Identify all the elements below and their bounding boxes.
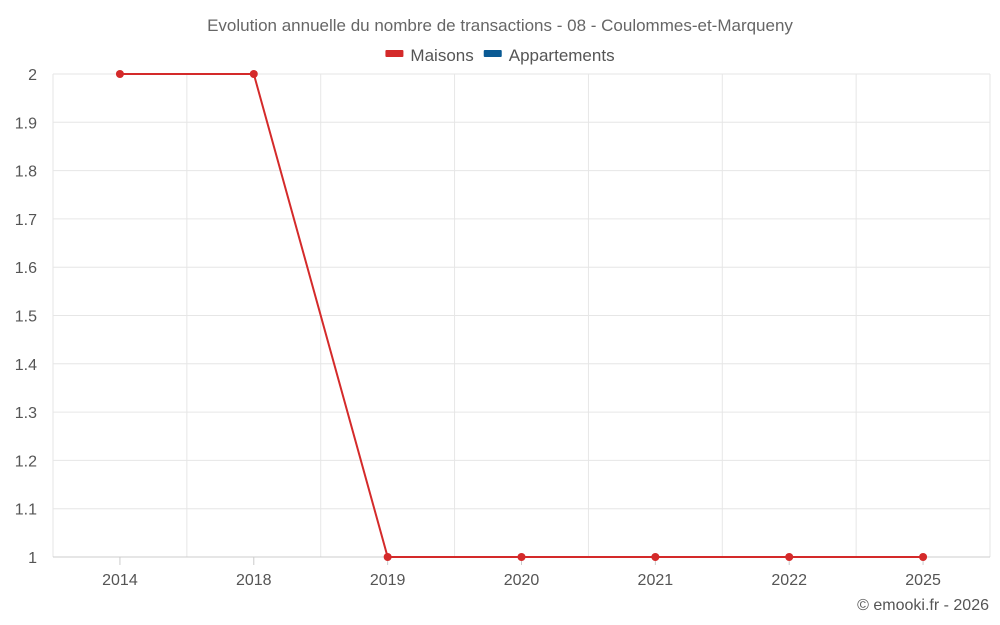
series-layer: [115, 70, 928, 561]
y-tick-label: 2: [28, 67, 37, 84]
data-point[interactable]: [785, 553, 794, 561]
x-tick-label: 2020: [504, 572, 540, 589]
legend-label: Maisons: [410, 46, 473, 65]
x-tick-label: 2018: [236, 572, 272, 589]
data-point[interactable]: [249, 70, 258, 78]
y-tick-label: 1.1: [15, 502, 37, 519]
y-tick-label: 1.3: [15, 405, 37, 422]
x-tick-label: 2021: [638, 572, 674, 589]
y-tick-label: 1.9: [15, 115, 37, 132]
x-tick-label: 2022: [771, 572, 807, 589]
data-point[interactable]: [517, 553, 526, 561]
y-tick-label: 1.4: [15, 357, 37, 374]
x-tick-label: 2014: [102, 572, 138, 589]
legend-swatch: [385, 50, 404, 57]
y-tick-label: 1.6: [15, 260, 37, 277]
legend[interactable]: Maisons Appartements: [385, 46, 615, 65]
axes: 1 1.1 1.2 1.3 1.4 1.5 1.6 1.7 1.8 1.9 2 2014 2018 201…: [15, 67, 990, 589]
legend-item-appartements[interactable]: Appartements: [483, 46, 615, 65]
y-tick-label: 1.7: [15, 212, 37, 229]
x-tick-label: 2025: [905, 572, 941, 589]
data-point[interactable]: [115, 70, 124, 78]
data-point[interactable]: [383, 553, 392, 561]
legend-swatch: [483, 50, 502, 57]
data-point[interactable]: [651, 553, 660, 561]
x-tick-label: 2019: [370, 572, 406, 589]
y-tick-label: 1.2: [15, 453, 37, 470]
y-tick-label: 1.5: [15, 309, 37, 326]
legend-label: Appartements: [509, 46, 615, 65]
legend-item-maisons[interactable]: Maisons: [385, 46, 474, 65]
grid: [52, 73, 991, 557]
data-point[interactable]: [919, 553, 928, 561]
chart-title: Evolution annuelle du nombre de transact…: [207, 16, 793, 35]
y-tick-label: 1.8: [15, 164, 37, 181]
credit-label: © emooki.fr - 2026: [857, 597, 989, 614]
y-tick-label: 1: [28, 550, 37, 567]
